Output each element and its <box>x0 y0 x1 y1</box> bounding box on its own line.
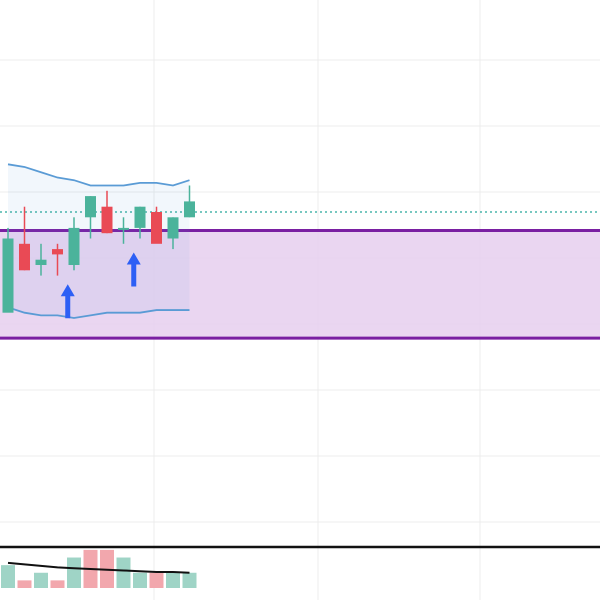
support-zone <box>0 230 600 339</box>
candle-body <box>68 227 80 265</box>
candle-body <box>151 212 162 244</box>
candle-body <box>19 243 30 271</box>
upper-band-line <box>7 163 190 187</box>
candle-body <box>118 227 129 230</box>
candle-body <box>184 201 195 218</box>
volume-bar <box>149 572 164 588</box>
volume-bar <box>67 557 81 588</box>
volume-bar <box>182 572 197 588</box>
volume-bar <box>17 580 32 588</box>
buy-signal-arrow <box>60 284 75 319</box>
volume-bar <box>133 572 147 588</box>
lower-band-line <box>7 306 190 319</box>
candle-body <box>35 259 47 265</box>
volume-bar <box>116 557 131 588</box>
volume-bar <box>34 572 48 588</box>
volume-bar <box>166 572 180 588</box>
buy-signal-arrow <box>126 252 141 287</box>
candle-body <box>52 249 63 255</box>
volume-moving-average-line <box>7 561 190 574</box>
volume-bar <box>1 565 15 588</box>
candle-body <box>2 238 14 313</box>
candle-body <box>101 206 113 234</box>
candle-body <box>134 206 146 228</box>
volume-bar <box>50 580 65 588</box>
band-fill <box>8 164 190 318</box>
candle-body <box>85 196 96 218</box>
candle-body <box>167 217 179 239</box>
